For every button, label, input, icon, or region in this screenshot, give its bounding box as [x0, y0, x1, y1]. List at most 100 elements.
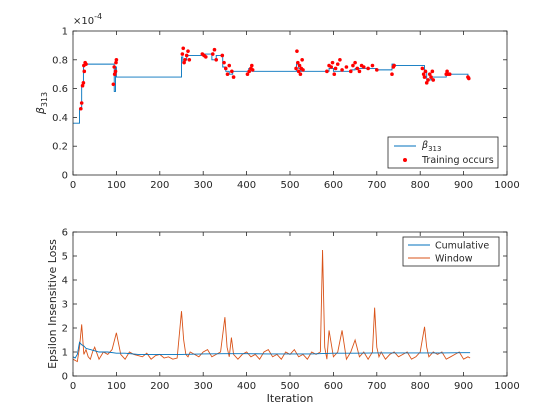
training-point: [114, 58, 119, 62]
bottom-axis-ticks: 0 100 200 300 400 500 600 700 800 900 1000 0 1 2 3 4 5 6: [62, 228, 520, 393]
training-point: [227, 63, 232, 68]
training-point: [420, 66, 425, 71]
training-point: [297, 63, 302, 68]
y-tick-label: 5: [62, 252, 68, 263]
training-point: [355, 66, 360, 71]
training-point: [421, 72, 426, 76]
legend-training-label: Training occurs: [421, 155, 494, 166]
training-point: [220, 53, 225, 58]
exponent-power: -4: [94, 12, 102, 21]
x-tick-label: 300: [194, 381, 213, 392]
x-tick-label: 400: [237, 180, 256, 191]
training-point: [222, 60, 226, 65]
training-point: [111, 82, 116, 87]
x-tick-label: 800: [411, 180, 430, 191]
y-tick-label: 0.4: [52, 113, 68, 124]
y-tick-label: 1: [62, 348, 68, 359]
y-tick-label: 0.6: [52, 84, 68, 95]
y-tick-label: 0.2: [52, 142, 68, 153]
training-point: [81, 81, 86, 85]
training-point: [204, 55, 208, 59]
training-point: [223, 66, 228, 71]
training-point: [183, 58, 187, 62]
x-tick-label: 800: [411, 381, 430, 392]
x-tick-label: 600: [324, 381, 343, 392]
training-point: [422, 75, 427, 79]
training-point: [375, 68, 379, 72]
y-tick-label: 1: [62, 27, 68, 38]
legend-window-label: Window: [435, 254, 473, 265]
training-point: [329, 65, 334, 69]
training-point: [370, 63, 375, 68]
training-point: [210, 52, 215, 56]
training-point: [84, 62, 88, 66]
top-axis-ticks: 0 100 200 300 400 500 600 700 800 900 1000 0 0.2 0.4 0…: [52, 27, 520, 192]
training-point: [431, 78, 436, 82]
x-tick-label: 1000: [494, 180, 519, 191]
training-point: [112, 65, 117, 69]
training-point: [445, 69, 449, 74]
training-point: [296, 60, 300, 65]
training-point: [79, 101, 84, 105]
training-point: [225, 72, 230, 76]
training-point: [184, 53, 189, 58]
training-point: [429, 75, 433, 79]
training-point: [79, 106, 83, 111]
training-point: [298, 72, 303, 76]
training-point: [112, 72, 117, 76]
top-legend: β313 Training occurs: [387, 136, 499, 169]
training-point: [427, 72, 432, 76]
y-tick-label: 3: [62, 300, 68, 311]
top-y-axis-label: β313: [34, 92, 49, 115]
training-point: [424, 81, 429, 85]
y-tick-label: 0: [62, 372, 68, 383]
training-point: [351, 63, 355, 68]
y-tick-label: 0.8: [52, 55, 68, 66]
training-point: [357, 69, 362, 74]
training-point: [423, 69, 428, 74]
bottom-legend-box: [402, 236, 500, 267]
training-point: [182, 60, 186, 65]
training-point: [426, 78, 430, 82]
x-tick-label: 300: [194, 180, 213, 191]
legend-beta-base: β: [421, 140, 428, 151]
training-point: [338, 58, 342, 62]
x-tick-label: 200: [150, 180, 169, 191]
training-point: [430, 69, 435, 74]
training-point: [295, 49, 299, 53]
bottom-series-layer: [73, 249, 471, 363]
x-tick-label: 0: [70, 180, 76, 191]
x-tick-label: 100: [107, 180, 126, 191]
top-plot: 0 100 200 300 400 500 600 700 800 900 1000 0 0.2 0.4 0…: [34, 12, 520, 191]
training-point: [82, 69, 87, 74]
legend-training-swatch: [403, 158, 407, 162]
x-tick-label: 700: [367, 180, 386, 191]
x-tick-label: 900: [454, 180, 473, 191]
series-line: [73, 341, 471, 359]
legend-beta-label: β313: [421, 140, 441, 153]
y-tick-label: 6: [62, 228, 68, 239]
series-line: [73, 249, 471, 363]
training-point: [335, 62, 340, 66]
x-tick-label: 1000: [494, 381, 519, 392]
training-point: [332, 72, 337, 76]
training-point: [325, 69, 329, 74]
training-point: [186, 49, 190, 53]
training-point: [294, 66, 298, 71]
x-tick-label: 600: [324, 180, 343, 191]
y-tick-label: 2: [62, 324, 68, 335]
x-tick-label: 400: [237, 381, 256, 392]
y-tick-label: 0: [62, 171, 68, 182]
top-series-layer: [73, 46, 471, 124]
top-axis-exponent: ×10-4: [73, 12, 102, 27]
training-point: [250, 63, 254, 68]
training-point: [361, 65, 366, 69]
training-point: [230, 69, 234, 74]
training-point: [300, 58, 304, 62]
exponent-base: ×10: [73, 16, 94, 27]
training-point: [214, 58, 219, 62]
training-point: [333, 66, 338, 71]
training-point: [113, 69, 118, 74]
bottom-legend: Cumulative Window: [402, 236, 500, 267]
